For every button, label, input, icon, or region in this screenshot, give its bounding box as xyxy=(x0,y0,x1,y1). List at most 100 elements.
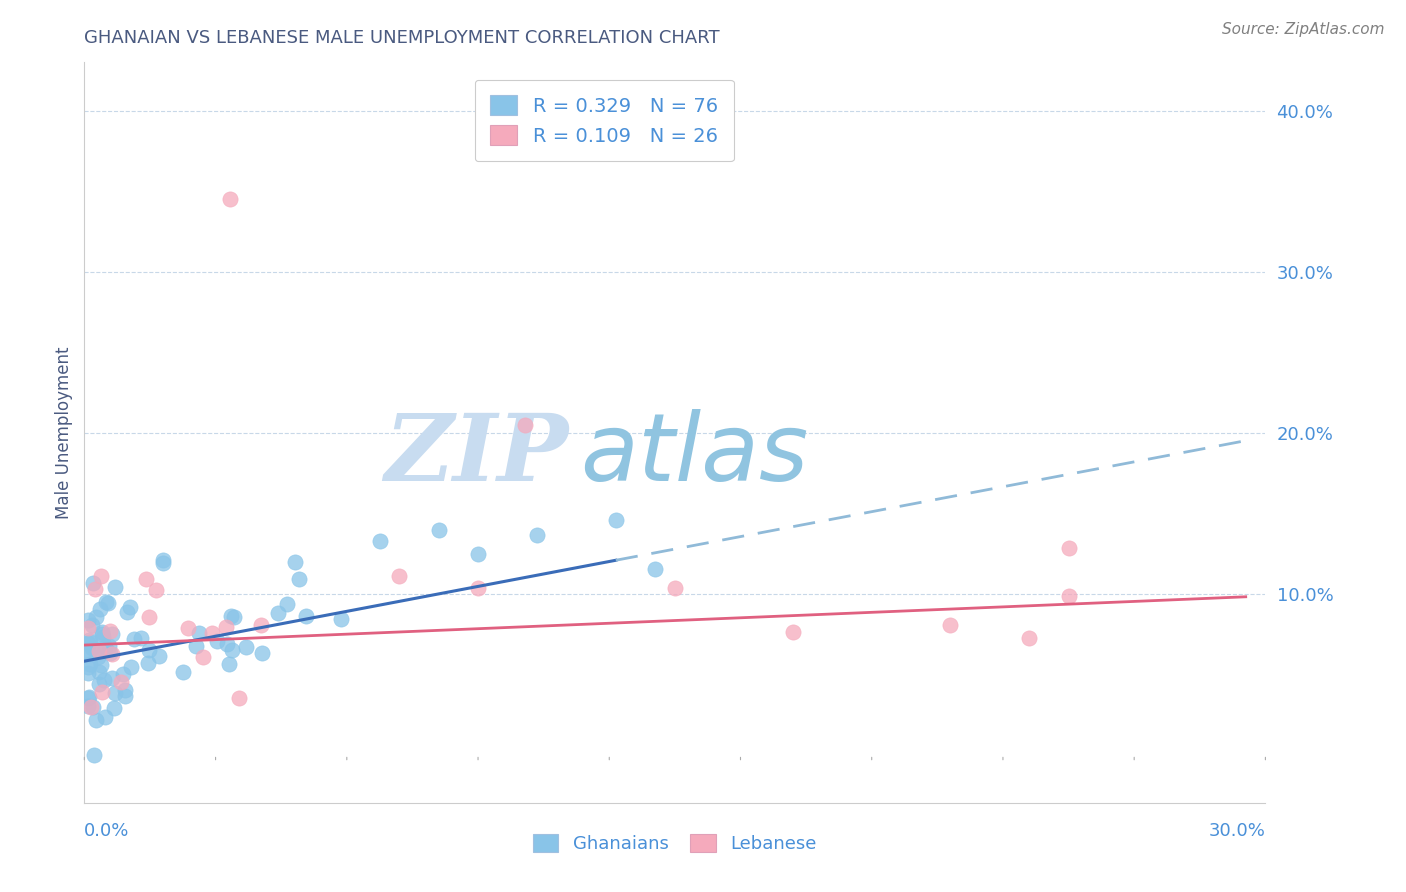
Point xyxy=(97,596,120,610)
Point xyxy=(120,659,142,673)
Point xyxy=(1057,541,1080,555)
Point xyxy=(191,649,214,664)
Point xyxy=(219,192,242,206)
Point xyxy=(87,677,110,691)
Point xyxy=(138,643,160,657)
Point xyxy=(782,624,804,639)
Point xyxy=(427,523,450,537)
Point xyxy=(98,647,121,661)
Point xyxy=(235,640,257,655)
Point xyxy=(221,642,243,657)
Point xyxy=(138,610,160,624)
Y-axis label: Male Unemployment: Male Unemployment xyxy=(55,346,73,519)
Point xyxy=(94,595,117,609)
Point xyxy=(152,556,174,570)
Point xyxy=(187,626,209,640)
Text: 0.0%: 0.0% xyxy=(84,822,129,840)
Point xyxy=(664,582,686,596)
Point xyxy=(87,644,110,658)
Point xyxy=(276,598,298,612)
Point xyxy=(98,640,121,654)
Point xyxy=(77,690,100,704)
Point xyxy=(91,685,114,699)
Point xyxy=(77,622,100,636)
Point xyxy=(136,656,159,670)
Point xyxy=(93,710,115,724)
Point xyxy=(77,665,100,680)
Text: atlas: atlas xyxy=(581,409,808,500)
Point xyxy=(250,617,273,632)
Point xyxy=(148,648,170,663)
Point xyxy=(90,569,112,583)
Point xyxy=(101,627,124,641)
Text: Source: ZipAtlas.com: Source: ZipAtlas.com xyxy=(1222,22,1385,37)
Point xyxy=(117,605,139,619)
Point xyxy=(177,621,200,635)
Point xyxy=(91,630,114,644)
Point xyxy=(118,599,141,614)
Point xyxy=(129,632,152,646)
Point xyxy=(605,513,627,527)
Point xyxy=(215,620,238,634)
Point xyxy=(122,632,145,647)
Point xyxy=(77,632,100,647)
Point xyxy=(267,606,290,620)
Point xyxy=(111,666,134,681)
Point xyxy=(222,610,245,624)
Point xyxy=(104,580,127,594)
Point xyxy=(77,690,100,705)
Point xyxy=(526,528,548,542)
Point xyxy=(294,609,316,624)
Point xyxy=(218,657,240,672)
Point xyxy=(103,701,125,715)
Text: GHANAIAN VS LEBANESE MALE UNEMPLOYMENT CORRELATION CHART: GHANAIAN VS LEBANESE MALE UNEMPLOYMENT C… xyxy=(84,29,720,47)
Point xyxy=(86,643,108,657)
Point xyxy=(83,748,105,763)
Point xyxy=(515,417,537,432)
Point xyxy=(1057,589,1080,603)
Point xyxy=(77,636,100,650)
Point xyxy=(77,613,100,627)
Point xyxy=(152,552,174,566)
Point xyxy=(80,700,103,714)
Point xyxy=(110,674,132,689)
Point xyxy=(77,646,100,660)
Point xyxy=(86,610,108,624)
Point xyxy=(172,665,194,679)
Point xyxy=(145,583,167,598)
Point xyxy=(91,626,114,640)
Point xyxy=(82,640,104,655)
Point xyxy=(79,635,101,649)
Point xyxy=(93,673,115,687)
Point xyxy=(98,624,121,639)
Point xyxy=(104,686,127,700)
Point xyxy=(114,690,136,704)
Text: ZIP: ZIP xyxy=(384,409,568,500)
Point xyxy=(217,637,239,651)
Legend: Ghanaians, Lebanese: Ghanaians, Lebanese xyxy=(526,827,824,861)
Point xyxy=(82,575,104,590)
Point xyxy=(368,533,391,548)
Point xyxy=(84,714,107,728)
Point xyxy=(89,602,111,616)
Point xyxy=(87,649,110,664)
Point xyxy=(87,665,110,680)
Point xyxy=(77,660,100,674)
Point xyxy=(467,547,489,561)
Point xyxy=(94,640,117,654)
Point xyxy=(250,646,273,660)
Point xyxy=(114,683,136,698)
Point xyxy=(186,639,208,653)
Point xyxy=(91,624,114,639)
Point xyxy=(135,572,157,586)
Point xyxy=(228,690,250,705)
Point xyxy=(644,562,666,576)
Point xyxy=(388,568,411,582)
Point xyxy=(79,657,101,671)
Point xyxy=(101,647,124,661)
Point xyxy=(467,582,489,596)
Point xyxy=(77,698,100,713)
Point xyxy=(939,618,962,632)
Text: 30.0%: 30.0% xyxy=(1209,822,1265,840)
Point xyxy=(219,609,242,624)
